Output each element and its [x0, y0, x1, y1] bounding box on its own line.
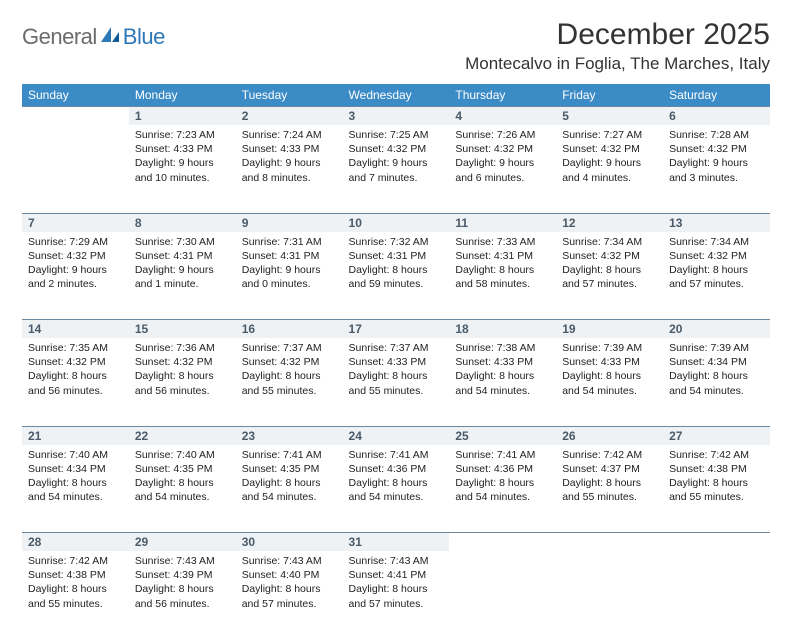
day-number-row: 21222324252627	[22, 426, 770, 445]
day-number-cell: 18	[449, 320, 556, 339]
day-detail-cell: Sunrise: 7:36 AMSunset: 4:32 PMDaylight:…	[129, 338, 236, 426]
day-detail-cell: Sunrise: 7:33 AMSunset: 4:31 PMDaylight:…	[449, 232, 556, 320]
day-number-cell: 5	[556, 107, 663, 126]
day-number-cell: 26	[556, 426, 663, 445]
day-detail-cell: Sunrise: 7:24 AMSunset: 4:33 PMDaylight:…	[236, 125, 343, 213]
day-detail-cell: Sunrise: 7:26 AMSunset: 4:32 PMDaylight:…	[449, 125, 556, 213]
day-number-cell: 12	[556, 213, 663, 232]
logo-text-blue: Blue	[123, 24, 165, 50]
day-number-cell: 2	[236, 107, 343, 126]
day-detail-cell: Sunrise: 7:37 AMSunset: 4:32 PMDaylight:…	[236, 338, 343, 426]
day-detail-cell: Sunrise: 7:34 AMSunset: 4:32 PMDaylight:…	[556, 232, 663, 320]
day-number-cell: 15	[129, 320, 236, 339]
day-detail-cell: Sunrise: 7:38 AMSunset: 4:33 PMDaylight:…	[449, 338, 556, 426]
day-detail-cell: Sunrise: 7:43 AMSunset: 4:40 PMDaylight:…	[236, 551, 343, 639]
location-subtitle: Montecalvo in Foglia, The Marches, Italy	[465, 54, 770, 74]
weekday-header: Monday	[129, 84, 236, 107]
day-detail-cell: Sunrise: 7:23 AMSunset: 4:33 PMDaylight:…	[129, 125, 236, 213]
logo: General Blue	[22, 24, 165, 50]
month-title: December 2025	[465, 18, 770, 52]
day-detail-cell: Sunrise: 7:39 AMSunset: 4:34 PMDaylight:…	[663, 338, 770, 426]
day-number-cell: 31	[343, 533, 450, 552]
day-detail-row: Sunrise: 7:42 AMSunset: 4:38 PMDaylight:…	[22, 551, 770, 639]
day-detail-cell	[22, 125, 129, 213]
logo-text-general: General	[22, 24, 97, 50]
header: General Blue December 2025 Montecalvo in…	[22, 18, 770, 80]
day-detail-cell: Sunrise: 7:25 AMSunset: 4:32 PMDaylight:…	[343, 125, 450, 213]
day-detail-cell: Sunrise: 7:27 AMSunset: 4:32 PMDaylight:…	[556, 125, 663, 213]
weekday-header: Sunday	[22, 84, 129, 107]
day-detail-cell: Sunrise: 7:41 AMSunset: 4:36 PMDaylight:…	[343, 445, 450, 533]
day-number-cell: 8	[129, 213, 236, 232]
day-number-cell: 7	[22, 213, 129, 232]
day-number-cell: 20	[663, 320, 770, 339]
day-number-cell: 10	[343, 213, 450, 232]
day-detail-cell: Sunrise: 7:42 AMSunset: 4:38 PMDaylight:…	[22, 551, 129, 639]
day-number-cell: 19	[556, 320, 663, 339]
weekday-header-row: Sunday Monday Tuesday Wednesday Thursday…	[22, 84, 770, 107]
day-detail-cell: Sunrise: 7:34 AMSunset: 4:32 PMDaylight:…	[663, 232, 770, 320]
day-number-row: 14151617181920	[22, 320, 770, 339]
day-detail-cell: Sunrise: 7:35 AMSunset: 4:32 PMDaylight:…	[22, 338, 129, 426]
day-number-cell	[449, 533, 556, 552]
day-detail-cell: Sunrise: 7:41 AMSunset: 4:35 PMDaylight:…	[236, 445, 343, 533]
calendar-page: General Blue December 2025 Montecalvo in…	[0, 0, 792, 612]
day-number-cell: 28	[22, 533, 129, 552]
day-number-cell: 6	[663, 107, 770, 126]
day-detail-cell: Sunrise: 7:37 AMSunset: 4:33 PMDaylight:…	[343, 338, 450, 426]
day-number-cell: 25	[449, 426, 556, 445]
day-number-cell: 11	[449, 213, 556, 232]
day-number-cell: 22	[129, 426, 236, 445]
weekday-header: Thursday	[449, 84, 556, 107]
day-number-row: 78910111213	[22, 213, 770, 232]
day-detail-cell: Sunrise: 7:39 AMSunset: 4:33 PMDaylight:…	[556, 338, 663, 426]
day-number-cell: 9	[236, 213, 343, 232]
day-number-cell: 3	[343, 107, 450, 126]
day-detail-row: Sunrise: 7:40 AMSunset: 4:34 PMDaylight:…	[22, 445, 770, 533]
day-number-cell: 29	[129, 533, 236, 552]
day-number-cell: 17	[343, 320, 450, 339]
day-detail-cell: Sunrise: 7:43 AMSunset: 4:41 PMDaylight:…	[343, 551, 450, 639]
day-detail-cell	[663, 551, 770, 639]
calendar-table: Sunday Monday Tuesday Wednesday Thursday…	[22, 84, 770, 639]
day-detail-cell: Sunrise: 7:29 AMSunset: 4:32 PMDaylight:…	[22, 232, 129, 320]
day-detail-cell: Sunrise: 7:32 AMSunset: 4:31 PMDaylight:…	[343, 232, 450, 320]
day-number-cell	[663, 533, 770, 552]
day-detail-row: Sunrise: 7:35 AMSunset: 4:32 PMDaylight:…	[22, 338, 770, 426]
day-number-cell: 16	[236, 320, 343, 339]
day-detail-cell	[449, 551, 556, 639]
day-number-cell: 23	[236, 426, 343, 445]
day-detail-cell	[556, 551, 663, 639]
weekday-header: Tuesday	[236, 84, 343, 107]
day-detail-cell: Sunrise: 7:28 AMSunset: 4:32 PMDaylight:…	[663, 125, 770, 213]
day-number-cell: 27	[663, 426, 770, 445]
calendar-body: 123456Sunrise: 7:23 AMSunset: 4:33 PMDay…	[22, 107, 770, 639]
weekday-header: Saturday	[663, 84, 770, 107]
day-number-cell	[556, 533, 663, 552]
day-detail-cell: Sunrise: 7:31 AMSunset: 4:31 PMDaylight:…	[236, 232, 343, 320]
day-number-cell	[22, 107, 129, 126]
day-detail-cell: Sunrise: 7:40 AMSunset: 4:35 PMDaylight:…	[129, 445, 236, 533]
day-detail-row: Sunrise: 7:23 AMSunset: 4:33 PMDaylight:…	[22, 125, 770, 213]
sail-icon	[99, 25, 121, 50]
day-number-row: 123456	[22, 107, 770, 126]
day-detail-cell: Sunrise: 7:42 AMSunset: 4:37 PMDaylight:…	[556, 445, 663, 533]
day-detail-cell: Sunrise: 7:30 AMSunset: 4:31 PMDaylight:…	[129, 232, 236, 320]
day-number-cell: 14	[22, 320, 129, 339]
day-detail-cell: Sunrise: 7:43 AMSunset: 4:39 PMDaylight:…	[129, 551, 236, 639]
day-number-cell: 13	[663, 213, 770, 232]
day-number-cell: 1	[129, 107, 236, 126]
day-number-cell: 21	[22, 426, 129, 445]
day-number-cell: 4	[449, 107, 556, 126]
day-detail-cell: Sunrise: 7:40 AMSunset: 4:34 PMDaylight:…	[22, 445, 129, 533]
title-block: December 2025 Montecalvo in Foglia, The …	[465, 18, 770, 80]
day-detail-cell: Sunrise: 7:42 AMSunset: 4:38 PMDaylight:…	[663, 445, 770, 533]
day-number-row: 28293031	[22, 533, 770, 552]
weekday-header: Wednesday	[343, 84, 450, 107]
day-number-cell: 24	[343, 426, 450, 445]
day-detail-row: Sunrise: 7:29 AMSunset: 4:32 PMDaylight:…	[22, 232, 770, 320]
weekday-header: Friday	[556, 84, 663, 107]
day-number-cell: 30	[236, 533, 343, 552]
day-detail-cell: Sunrise: 7:41 AMSunset: 4:36 PMDaylight:…	[449, 445, 556, 533]
